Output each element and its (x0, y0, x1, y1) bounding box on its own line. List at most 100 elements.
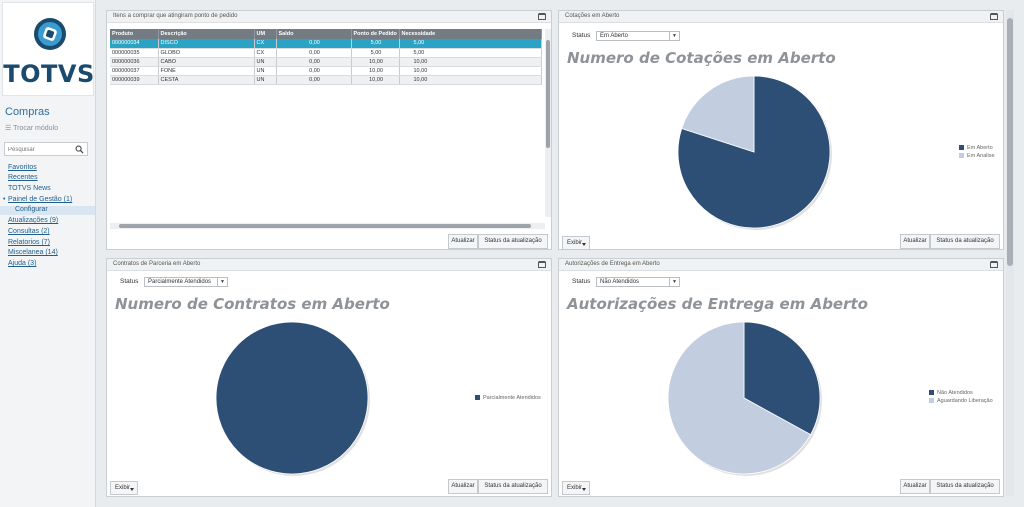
table-cell: 000000037 (110, 66, 159, 76)
scrollbar-thumb[interactable] (546, 40, 550, 148)
module-title: Compras (5, 106, 50, 118)
table-cell: CESTA (158, 75, 255, 85)
nav-totvs-news[interactable]: TOTVS News (8, 185, 51, 192)
maximize-icon[interactable] (538, 261, 546, 268)
brand-name: TOTVS (3, 60, 95, 88)
pie-slice-em-analise[interactable] (681, 75, 755, 153)
nav-configurar-label: Configurar (15, 206, 48, 213)
maximize-icon[interactable] (538, 13, 546, 20)
caret-down-icon (582, 488, 586, 491)
table-row[interactable]: 000000036 CABO UN 0,00 10,00 10,00 (110, 57, 542, 67)
table-cell: 0,00 (276, 48, 352, 58)
column-header[interactable]: Saldo (276, 29, 352, 39)
table-cell: 000000035 (110, 48, 159, 58)
table-cell: 5,00 (351, 48, 400, 58)
panel-title: Contratos de Parceria em Aberto (113, 261, 201, 267)
refresh-button[interactable]: Atualizar (448, 234, 478, 249)
table-cell: FONE (158, 66, 255, 76)
legend-swatch (929, 398, 934, 403)
table-header-row: Produto Descrição UM Saldo Ponto de Pedi… (110, 29, 542, 39)
pie-slice-n-o-atendidos[interactable] (743, 321, 821, 436)
nav-miscelanea[interactable]: Miscelanea (14) (8, 249, 58, 256)
table-row[interactable]: 000000037 FONE UN 0,00 10,00 10,00 (110, 66, 542, 76)
status-select[interactable]: Em Aberto ▼ (596, 31, 680, 41)
chart-title: Numero de Contratos em Aberto (115, 295, 390, 313)
maximize-icon[interactable] (990, 13, 998, 20)
legend-label: Em Analise (967, 153, 995, 159)
table-cell: 0,00 (276, 66, 352, 76)
update-status-button[interactable]: Status da atualização (478, 234, 548, 249)
update-status-button[interactable]: Status da atualização (930, 234, 1000, 249)
table-cell: 000000039 (110, 75, 159, 85)
quotes-pie-chart (677, 75, 832, 230)
pie-slice-aguardando-libera-o[interactable] (667, 321, 812, 475)
main-scrollbar[interactable] (1006, 10, 1014, 496)
chevron-down-icon: ▼ (669, 32, 679, 40)
show-dropdown-button[interactable]: Exibir (562, 481, 590, 495)
table-cell: CX (254, 48, 277, 58)
table-cell: 10,00 (399, 57, 542, 67)
column-header[interactable]: Descrição (158, 29, 255, 39)
status-select[interactable]: Parcialmente Atendidos ▼ (144, 277, 228, 287)
table-cell: 0,00 (276, 39, 352, 49)
nav-recentes[interactable]: Recentes (8, 174, 38, 181)
menu-icon: ☰ (5, 125, 12, 132)
legend-label: Em Aberto (967, 145, 993, 151)
legend-swatch (475, 395, 480, 400)
pie-slice-parcialmente-atendidos[interactable] (215, 321, 369, 475)
deliveries-pie-chart (667, 321, 822, 476)
table-cell: 000000036 (110, 57, 159, 67)
table-cell: 5,00 (399, 48, 542, 58)
update-status-button[interactable]: Status da atualização (930, 479, 1000, 494)
status-select-value: Em Aberto (600, 33, 629, 39)
nav-ajuda[interactable]: Ajuda (3) (8, 260, 37, 267)
table-cell: 10,00 (351, 57, 400, 67)
table-row[interactable]: 000000035 GLOBO CX 0,00 5,00 5,00 (110, 48, 542, 58)
table-vertical-scrollbar[interactable] (545, 29, 551, 217)
table-cell: UN (254, 66, 277, 76)
main-scrollbar-thumb[interactable] (1007, 18, 1013, 266)
show-dropdown-button[interactable]: Exibir (110, 481, 138, 495)
panel-title: Cotações em Aberto (565, 13, 620, 19)
show-dropdown-button[interactable]: Exibir (562, 236, 590, 250)
status-select[interactable]: Não Atendidos ▼ (596, 277, 680, 287)
refresh-button[interactable]: Atualizar (448, 479, 478, 494)
search-icon[interactable] (75, 145, 84, 154)
status-select-value: Parcialmente Atendidos (148, 279, 212, 285)
panel-header: Autorizações de Entrega em Aberto (559, 259, 1003, 271)
table-row[interactable]: 000000039 CESTA UN 0,00 10,00 10,00 (110, 75, 542, 85)
status-select-value: Não Atendidos (600, 279, 640, 285)
totvs-logo-icon (34, 18, 66, 50)
contracts-panel: Contratos de Parceria em Aberto Status P… (106, 258, 552, 497)
legend-item: Não Atendidos (929, 390, 973, 396)
table-horizontal-scrollbar[interactable] (110, 223, 545, 229)
table-cell: GLOBO (158, 48, 255, 58)
table-row[interactable]: 000000034 DISCO CX 0,00 5,00 5,00 (110, 39, 542, 49)
maximize-icon[interactable] (990, 261, 998, 268)
refresh-button[interactable]: Atualizar (900, 479, 930, 494)
search-input[interactable] (8, 145, 74, 154)
nav-favoritos[interactable]: Favoritos (8, 164, 37, 171)
nav-configurar[interactable]: Configurar (0, 206, 95, 215)
nav-relatorios[interactable]: Relatorios (7) (8, 239, 51, 246)
items-table: Produto Descrição UM Saldo Ponto de Pedi… (110, 29, 542, 85)
nav-painel-gestao[interactable]: Painel de Gestão (1) (8, 196, 73, 203)
column-header[interactable]: UM (254, 29, 277, 39)
column-header[interactable]: Necessidade (399, 29, 542, 39)
nav-consultas[interactable]: Consultas (2) (8, 228, 50, 235)
show-label: Exibir (567, 485, 583, 491)
legend-label: Aguardando Liberação (937, 398, 993, 404)
table-cell: 10,00 (351, 66, 400, 76)
column-header[interactable]: Produto (110, 29, 159, 39)
legend-swatch (959, 145, 964, 150)
panel-header: Cotações em Aberto (559, 11, 1003, 23)
scrollbar-thumb[interactable] (119, 224, 531, 228)
refresh-button[interactable]: Atualizar (900, 234, 930, 249)
column-header[interactable]: Ponto de Pedido (351, 29, 400, 39)
table-cell: 0,00 (276, 75, 352, 85)
switch-module-link[interactable]: ☰ Trocar módulo (5, 124, 58, 132)
chart-title: Autorizações de Entrega em Aberto (567, 295, 868, 313)
update-status-button[interactable]: Status da atualização (478, 479, 548, 494)
nav-atualizacoes[interactable]: Atualizações (9) (8, 217, 59, 224)
legend-item: Em Analise (959, 153, 995, 159)
